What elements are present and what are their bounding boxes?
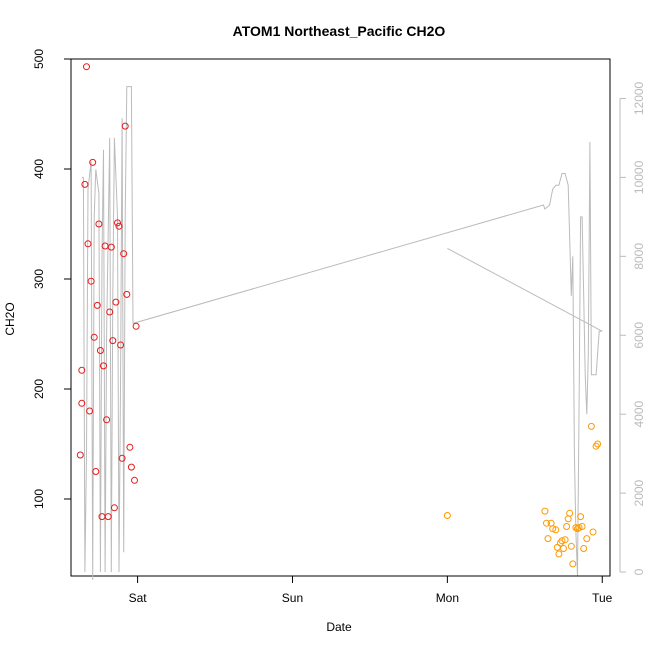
data-point — [127, 463, 135, 471]
data-point — [92, 468, 100, 475]
data-point — [575, 524, 583, 532]
data-point — [131, 476, 138, 484]
data-point — [594, 440, 602, 448]
data-point — [121, 122, 129, 130]
data-point — [110, 504, 118, 512]
data-point — [100, 362, 107, 370]
data-point — [107, 243, 115, 251]
points-layer — [76, 63, 602, 568]
y2-tick-label: 4000 — [632, 401, 646, 428]
data-point — [103, 416, 111, 424]
data-point — [577, 513, 585, 521]
data-point — [583, 535, 591, 543]
data-point — [123, 290, 131, 298]
data-point — [126, 443, 134, 451]
data-point — [84, 240, 92, 248]
x-tick-label: Sun — [282, 591, 303, 605]
data-point — [552, 526, 560, 534]
data-point — [87, 277, 95, 285]
data-point — [560, 545, 567, 552]
data-point — [556, 539, 564, 547]
y-tick-label: 100 — [32, 489, 46, 509]
data-point — [555, 550, 563, 558]
y2-tick-label: 2000 — [632, 479, 646, 506]
data-point — [115, 222, 123, 230]
data-point — [104, 513, 112, 521]
data-point — [589, 528, 597, 536]
x-tick-label: Tue — [592, 591, 613, 605]
data-point — [86, 407, 94, 415]
data-point — [132, 322, 140, 330]
data-point — [95, 220, 103, 228]
data-point — [93, 301, 101, 309]
data-point — [106, 308, 114, 316]
data-point — [569, 560, 577, 568]
data-point — [114, 219, 121, 227]
data-point — [563, 523, 571, 530]
data-point — [558, 537, 566, 545]
y-axis: 100 200 300 400 500 — [32, 49, 72, 509]
data-point — [90, 333, 98, 341]
y2-tick-label: 12000 — [632, 81, 646, 115]
secondary-series-line — [81, 86, 603, 580]
secondary-line-layer — [81, 86, 603, 580]
y-tick-label: 500 — [32, 49, 46, 69]
x-tick-label: Mon — [436, 591, 459, 605]
data-point — [578, 523, 586, 530]
data-point — [587, 422, 595, 430]
data-point — [112, 298, 120, 306]
data-point — [561, 536, 569, 544]
y2-tick-label: 8000 — [632, 243, 646, 270]
data-point — [566, 509, 574, 517]
data-point — [96, 347, 104, 354]
data-point — [118, 454, 126, 462]
y-tick-label: 300 — [32, 269, 46, 289]
x-axis-label: Date — [326, 620, 352, 634]
data-point — [580, 545, 588, 552]
data-point — [549, 525, 557, 533]
data-point — [109, 337, 117, 345]
data-point — [117, 341, 125, 349]
y-tick-label: 400 — [32, 159, 46, 179]
x-tick-label: Sat — [129, 591, 148, 605]
x-axis: Sat Sun Mon Tue — [129, 575, 613, 605]
data-point — [81, 180, 89, 188]
y2-tick-label: 10000 — [632, 160, 646, 194]
data-point — [78, 366, 86, 374]
y2-axis: 0 2000 4000 6000 8000 10000 12000 — [619, 81, 646, 575]
data-point — [78, 399, 86, 407]
data-point — [443, 512, 451, 519]
data-point — [541, 507, 549, 515]
data-point — [543, 519, 550, 527]
data-point — [89, 158, 97, 166]
y-tick-label: 200 — [32, 379, 46, 399]
y2-tick-label: 0 — [632, 568, 646, 575]
data-point — [120, 250, 128, 258]
data-point — [567, 542, 575, 550]
data-point — [544, 535, 552, 543]
data-point — [83, 63, 90, 71]
data-point — [76, 451, 84, 459]
chart-title: ATOM1 Northeast_Pacific CH2O — [233, 23, 446, 39]
y-axis-label: CH2O — [3, 302, 17, 335]
y2-tick-label: 6000 — [632, 322, 646, 349]
